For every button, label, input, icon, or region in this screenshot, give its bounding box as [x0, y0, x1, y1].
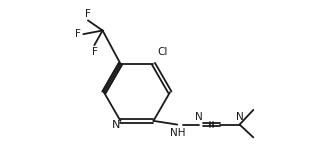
- Text: N: N: [112, 120, 120, 131]
- Text: F: F: [85, 9, 91, 20]
- Text: N: N: [236, 112, 243, 122]
- Text: Cl: Cl: [157, 47, 167, 57]
- Text: N: N: [195, 112, 203, 122]
- Text: NH: NH: [169, 128, 185, 138]
- Text: F: F: [75, 29, 80, 39]
- Text: F: F: [92, 46, 98, 57]
